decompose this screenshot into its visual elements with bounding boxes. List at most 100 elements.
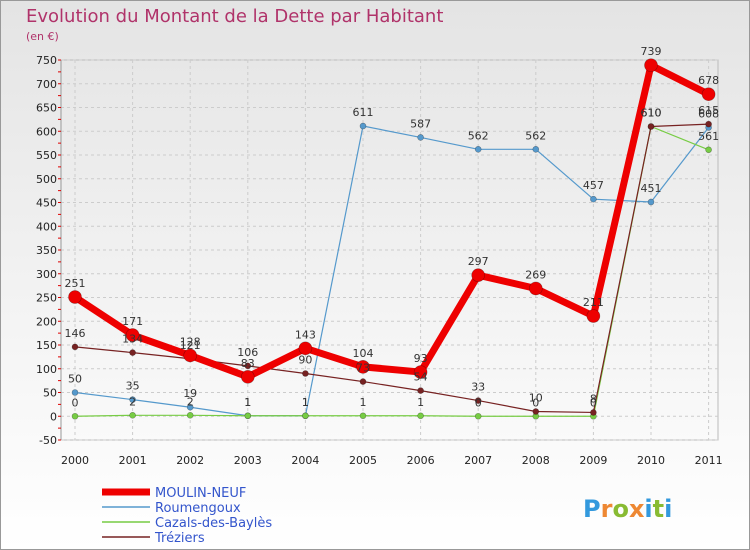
data-point (644, 58, 658, 73)
data-label: 19 (183, 387, 197, 400)
data-point (647, 123, 655, 130)
data-point (647, 198, 655, 206)
y-tick-label: 50 (43, 387, 57, 400)
y-tick-label: 250 (36, 292, 57, 305)
data-point (532, 146, 540, 153)
brand-text: Proxiti (583, 495, 672, 523)
data-label: 73 (356, 362, 370, 375)
data-label: 608 (698, 107, 719, 120)
data-point (701, 87, 716, 101)
y-tick-label: -50 (39, 434, 57, 447)
data-label: 1 (244, 396, 251, 409)
data-point (359, 412, 367, 420)
x-tick-label: 2000 (61, 454, 89, 467)
y-tick-label: 650 (36, 102, 57, 115)
data-label: 251 (65, 277, 86, 290)
data-label: 451 (641, 182, 662, 195)
data-label: 106 (237, 346, 258, 359)
data-label: 297 (468, 255, 489, 268)
data-label: 2 (129, 395, 136, 408)
data-point (244, 412, 252, 420)
brand-letter: x (629, 495, 645, 523)
y-tick-label: 700 (36, 78, 57, 91)
data-label: 54 (414, 371, 428, 384)
x-tick-label: 2006 (407, 454, 435, 467)
data-label: 146 (65, 327, 86, 340)
y-tick-label: 550 (36, 149, 57, 162)
axes: -500501001502002503003504004505005506006… (36, 54, 723, 467)
x-tick-label: 2008 (522, 454, 550, 467)
data-label: 93 (414, 352, 428, 365)
data-label: 171 (122, 315, 143, 328)
data-point (359, 122, 367, 130)
grid-lines (60, 59, 719, 441)
data-label: 128 (180, 335, 201, 348)
data-point (417, 412, 424, 420)
data-point (129, 396, 136, 403)
data-point (590, 409, 597, 416)
data-point (359, 378, 367, 385)
data-label: 678 (698, 74, 719, 87)
data-point (474, 412, 482, 420)
data-point (528, 281, 543, 296)
data-label: 10 (529, 392, 543, 405)
brand-letter: o (612, 495, 629, 523)
data-point (125, 328, 140, 342)
data-point (417, 387, 424, 394)
y-tick-label: 600 (36, 125, 57, 138)
data-point (241, 370, 255, 384)
data-label: 1 (244, 396, 251, 409)
series-line-0 (73, 61, 711, 381)
data-point (71, 343, 79, 351)
data-label: 1 (302, 396, 309, 409)
data-label: 269 (525, 268, 546, 281)
data-label: 143 (295, 328, 316, 341)
data-label: 457 (583, 179, 604, 192)
brand-letter: P (583, 495, 601, 523)
brand-letter: i (644, 495, 652, 523)
data-label: 2 (187, 395, 194, 408)
y-tick-label: 200 (36, 315, 57, 328)
legend: MOULIN-NEUFRoumengouxCazals-des-BaylèsTr… (102, 486, 272, 546)
data-label: 0 (532, 396, 539, 409)
y-tick-label: 150 (36, 339, 57, 352)
data-point (71, 389, 79, 396)
data-label: 0 (72, 396, 79, 409)
series-line-3 (74, 123, 709, 414)
data-label: 0 (590, 396, 597, 409)
data-label: 50 (68, 373, 82, 386)
data-point (298, 341, 313, 356)
x-tick-label: 2010 (637, 454, 665, 467)
data-label: 104 (353, 347, 374, 360)
series-layer (68, 58, 716, 420)
y-tick-label: 0 (50, 410, 57, 423)
data-point (705, 146, 712, 154)
data-label: 1 (417, 396, 424, 409)
y-tick-label: 350 (36, 244, 57, 257)
data-label: 0 (475, 396, 482, 409)
series-line-2 (74, 125, 709, 417)
data-point (302, 370, 309, 377)
data-point (129, 349, 136, 356)
data-label: 90 (298, 354, 312, 367)
data-label: 83 (241, 357, 255, 370)
legend-label: Cazals-des-Baylès (155, 516, 272, 531)
data-label: 615 (698, 104, 719, 117)
data-point (183, 348, 197, 363)
y-tick-label: 450 (36, 197, 57, 210)
x-tick-label: 2011 (695, 454, 723, 467)
x-tick-label: 2007 (464, 454, 492, 467)
data-point (474, 146, 482, 153)
data-point (417, 134, 424, 141)
data-point (413, 365, 428, 379)
chart-subtitle: (en €) (26, 30, 59, 43)
data-label: 35 (126, 380, 140, 393)
data-label: 121 (180, 339, 201, 352)
x-tick-label: 2002 (176, 454, 204, 467)
y-tick-label: 400 (36, 220, 57, 233)
x-tick-label: 2001 (119, 454, 147, 467)
data-point (532, 408, 540, 415)
